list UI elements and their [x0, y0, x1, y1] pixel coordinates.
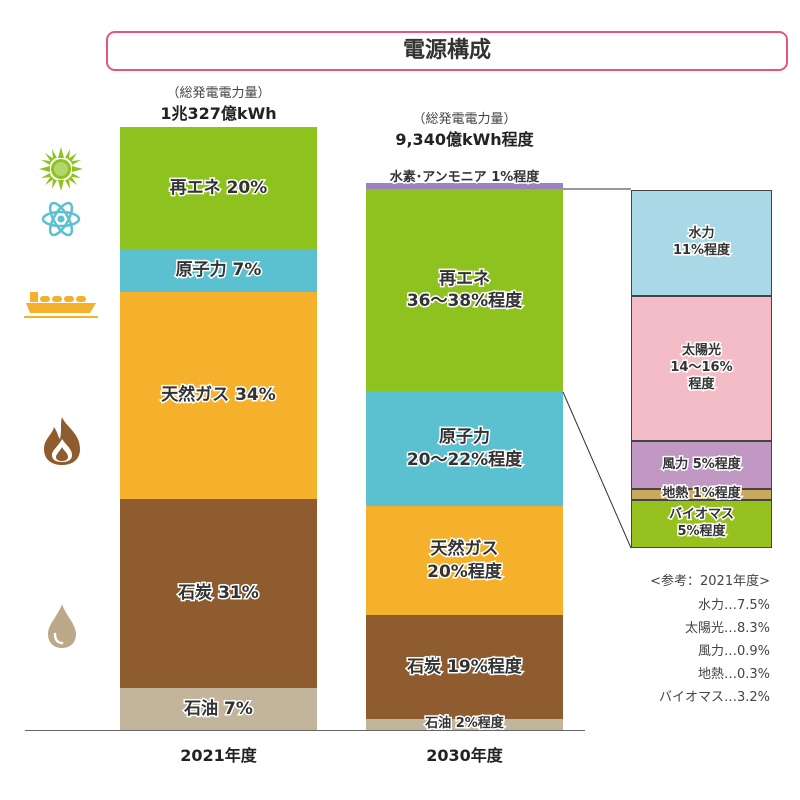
segment-label: 再エネ 36〜38%程度: [405, 267, 523, 312]
segment-label: 風力 5%程度: [661, 455, 743, 473]
segment-石油: 石油 2%程度: [366, 715, 563, 733]
segment-再エネ: 再エネ 36〜38%程度: [366, 189, 563, 391]
segment-label: 原子力 7%: [174, 259, 263, 282]
flame-icon: [44, 417, 80, 465]
reference-item: 水力…7.5%: [697, 598, 770, 613]
segment-label: 再エネ 20%: [168, 176, 269, 199]
segment-原子力: 原子力 7%: [120, 249, 317, 292]
total-caption-2030: （総発電電力量）: [412, 112, 517, 127]
x-label-2030: 2030年度: [426, 746, 503, 765]
segment-水力: 水力 11%程度: [631, 190, 772, 296]
segment-label: 地熱 1%程度: [661, 485, 743, 503]
segment-label: 天然ガス 20%程度: [426, 538, 504, 583]
segment-label: 太陽光 14〜16% 程度: [669, 342, 734, 394]
segment-原子力: 原子力 20〜22%程度: [366, 391, 563, 506]
segment-label: バイオマス 5%程度: [667, 506, 735, 541]
title-frame: [106, 31, 788, 71]
oil-drop-icon: [48, 604, 76, 648]
sun-icon: [39, 147, 83, 191]
segment-label: 石油 7%: [183, 697, 255, 720]
segment-石油: 石油 7%: [120, 688, 317, 730]
segment-label: 石炭 19%程度: [406, 655, 524, 678]
connector-bottom: [562, 391, 632, 549]
segment-地熱: 地熱 1%程度: [631, 485, 772, 503]
atom-icon: [41, 201, 81, 237]
x-label-2021: 2021年度: [180, 746, 257, 765]
segment-再エネ: 再エネ 20%: [120, 127, 317, 249]
segment-太陽光: 太陽光 14〜16% 程度: [631, 296, 772, 441]
total-caption-2021: （総発電電力量）: [166, 86, 271, 101]
segment-label: 石油 2%程度: [424, 715, 506, 733]
segment-label: 天然ガス 34%: [160, 384, 278, 407]
total-2021: 1兆327億kWh: [160, 104, 277, 123]
segment-石炭: 石炭 19%程度: [366, 615, 563, 719]
segment-label: 水力 11%程度: [671, 225, 731, 260]
segment-天然ガス: 天然ガス 34%: [120, 292, 317, 499]
reference-item: 地熱…0.3%: [697, 667, 770, 682]
segment-label: 原子力 20〜22%程度: [405, 426, 523, 471]
segment-label: 石炭 31%: [177, 582, 261, 605]
segment-バイオマス: バイオマス 5%程度: [631, 500, 772, 548]
chart-title: 電源構成: [402, 38, 491, 63]
segment-石炭: 石炭 31%: [120, 499, 317, 688]
reference-item: 太陽光…8.3%: [684, 621, 770, 636]
segment-水素・アンモニア: 水素･アンモニア 1%程度: [366, 168, 563, 189]
baseline: [25, 730, 585, 731]
reference-item: 風力…0.9%: [697, 644, 770, 659]
reference-item: バイオマス…3.2%: [658, 690, 770, 705]
reference-title: <参考：2021年度>: [650, 574, 770, 589]
total-2030: 9,340億kWh程度: [395, 130, 534, 149]
segment-天然ガス: 天然ガス 20%程度: [366, 506, 563, 615]
segment-風力: 風力 5%程度: [631, 441, 772, 489]
segment-label: 水素･アンモニア 1%程度: [388, 168, 541, 186]
lng-ship-icon: [24, 292, 98, 318]
